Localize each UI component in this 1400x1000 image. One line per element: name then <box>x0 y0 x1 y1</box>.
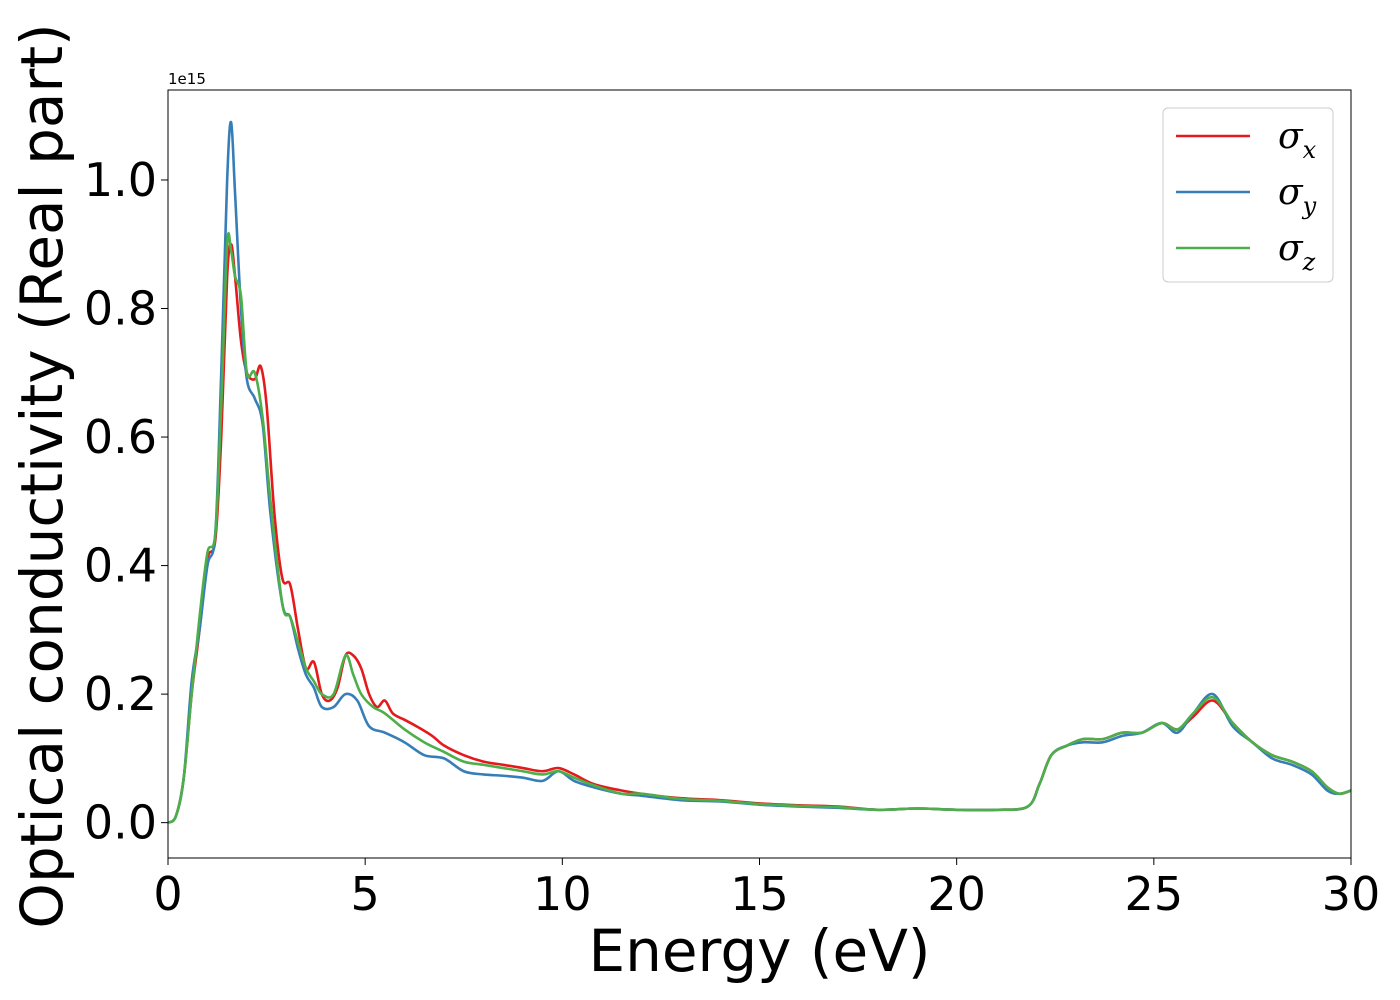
x-tick-label: 0 <box>153 867 182 921</box>
legend-label-subscript: y <box>1302 192 1317 220</box>
x-tick-label: 25 <box>1125 867 1184 921</box>
y-offset-label: 1e15 <box>168 70 206 88</box>
y-tick-label: 0.0 <box>84 796 157 850</box>
x-tick-label: 5 <box>351 867 380 921</box>
x-tick-label: 15 <box>730 867 789 921</box>
legend-box <box>1162 107 1334 283</box>
series-line-sigma-z <box>168 232 1351 824</box>
series-layer <box>168 120 1351 824</box>
x-tick-label: 10 <box>533 867 592 921</box>
y-axis-ticks: 0.0 0.2 0.4 0.6 0.8 1.0 <box>84 153 168 850</box>
x-axis-title: Energy (eV) <box>588 917 930 985</box>
y-tick-label: 0.6 <box>84 410 157 464</box>
y-tick-label: 0.8 <box>84 282 157 336</box>
y-tick-label: 0.2 <box>84 667 157 721</box>
x-tick-label: 20 <box>927 867 986 921</box>
legend-label-subscript: x <box>1303 136 1317 164</box>
legend-label-subscript: z <box>1302 248 1316 276</box>
y-tick-label: 1.0 <box>84 153 157 207</box>
y-tick-label: 0.4 <box>84 539 157 593</box>
x-axis-ticks: 0 5 10 15 20 25 30 <box>153 858 1380 921</box>
x-tick-label: 30 <box>1322 867 1381 921</box>
y-axis-title: Optical conductivity (Real part) <box>8 23 76 928</box>
